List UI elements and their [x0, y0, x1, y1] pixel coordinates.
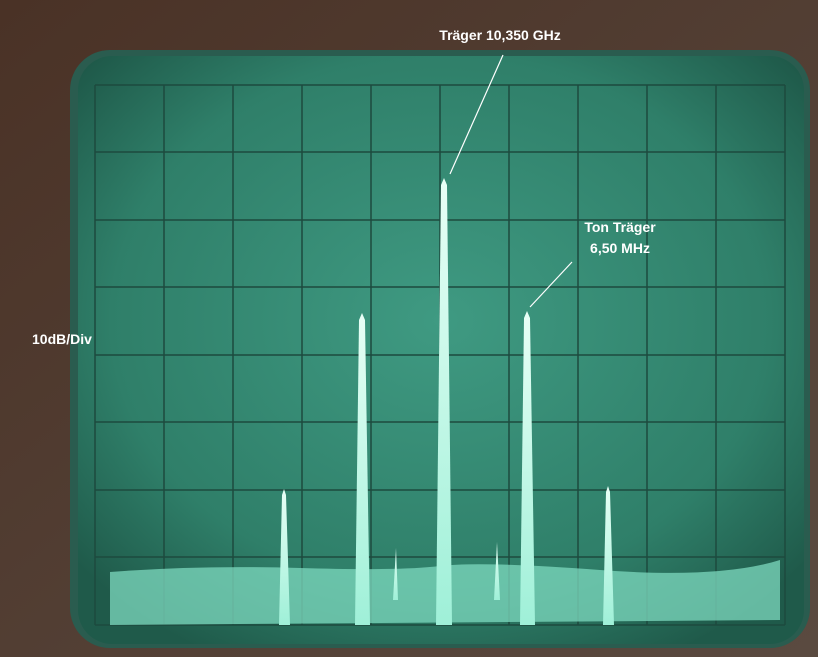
- callout-lines: [449, 54, 573, 308]
- spectrum-peaks: [279, 178, 614, 625]
- carrier-label: Träger 10,350 GHz: [439, 27, 560, 43]
- tone-label-line1: Ton Träger: [584, 219, 656, 235]
- scale-label: 10dB/Div: [32, 331, 92, 347]
- tone-label-line2: 6,50 MHz: [590, 240, 650, 256]
